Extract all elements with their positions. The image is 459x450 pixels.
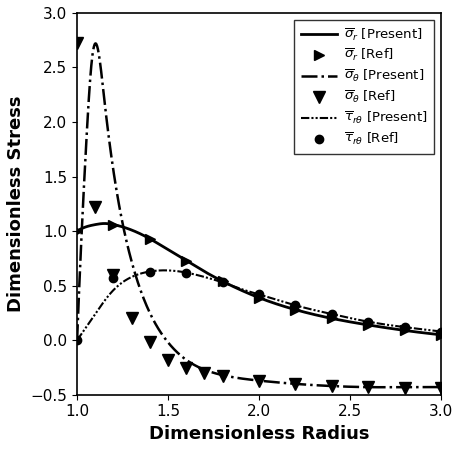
- $\overline{\sigma}_r$ [Ref]: [219, 279, 225, 284]
- $\overline{\tau}_{r\theta}$ [Present]: [111, 287, 117, 292]
- $\overline{\sigma}_r$ [Ref]: [292, 307, 297, 312]
- $\overline{\sigma}_\theta$ [Present]: [324, 383, 330, 388]
- $\overline{\tau}_{r\theta}$ [Ref]: [328, 311, 334, 317]
- $\overline{\tau}_{r\theta}$ [Present]: [221, 280, 227, 286]
- Line: $\overline{\tau}_{r\theta}$ [Present]: $\overline{\tau}_{r\theta}$ [Present]: [77, 270, 440, 340]
- $\overline{\tau}_{r\theta}$ [Present]: [324, 310, 330, 316]
- $\overline{\tau}_{r\theta}$ [Present]: [437, 329, 443, 334]
- $\overline{\sigma}_\theta$ [Ref]: [165, 357, 170, 363]
- $\overline{\tau}_{r\theta}$ [Ref]: [437, 329, 443, 334]
- $\overline{\sigma}_\theta$ [Present]: [364, 384, 369, 390]
- $\overline{\sigma}_\theta$ [Ref]: [256, 378, 261, 383]
- $\overline{\sigma}_r$ [Present]: [112, 222, 117, 228]
- $\overline{\sigma}_r$ [Ref]: [147, 236, 152, 242]
- $\overline{\sigma}_\theta$ [Ref]: [183, 365, 189, 370]
- $\overline{\tau}_{r\theta}$ [Present]: [364, 319, 369, 324]
- $\overline{\sigma}_r$ [Present]: [437, 332, 443, 338]
- $\overline{\tau}_{r\theta}$ [Ref]: [219, 280, 225, 285]
- $\overline{\sigma}_\theta$ [Ref]: [364, 384, 370, 390]
- $\overline{\sigma}_\theta$ [Present]: [358, 384, 363, 390]
- $\overline{\sigma}_r$ [Ref]: [256, 295, 261, 301]
- $\overline{\sigma}_\theta$ [Ref]: [74, 41, 80, 46]
- $\overline{\sigma}_r$ [Ref]: [328, 316, 334, 321]
- $\overline{\sigma}_\theta$ [Ref]: [401, 386, 406, 391]
- $\overline{\tau}_{r\theta}$ [Ref]: [147, 269, 152, 274]
- $\overline{\sigma}_\theta$ [Ref]: [437, 386, 443, 391]
- $\overline{\sigma}_\theta$ [Ref]: [328, 383, 334, 389]
- $\overline{\sigma}_\theta$ [Present]: [93, 41, 98, 46]
- $\overline{\sigma}_\theta$ [Ref]: [292, 381, 297, 387]
- $\overline{\sigma}_\theta$ [Present]: [112, 176, 117, 181]
- Line: $\overline{\sigma}_\theta$ [Present]: $\overline{\sigma}_\theta$ [Present]: [77, 44, 440, 387]
- $\overline{\tau}_{r\theta}$ [Ref]: [401, 324, 406, 330]
- $\overline{\sigma}_r$ [Ref]: [364, 322, 370, 328]
- $\overline{\sigma}_\theta$ [Ref]: [129, 316, 134, 321]
- $\overline{\tau}_{r\theta}$ [Ref]: [364, 319, 370, 324]
- $\overline{\sigma}_\theta$ [Ref]: [201, 370, 207, 376]
- $\overline{\sigma}_r$ [Present]: [324, 315, 330, 320]
- $\overline{\tau}_{r\theta}$ [Ref]: [74, 338, 80, 343]
- $\overline{\sigma}_\theta$ [Ref]: [92, 204, 98, 210]
- $\overline{\sigma}_\theta$ [Present]: [74, 338, 80, 343]
- $\overline{\tau}_{r\theta}$ [Present]: [74, 338, 80, 343]
- $\overline{\sigma}_r$ [Present]: [221, 279, 227, 285]
- $\overline{\sigma}_\theta$ [Present]: [437, 384, 443, 390]
- $\overline{\sigma}_\theta$ [Ref]: [147, 340, 152, 345]
- $\overline{\tau}_{r\theta}$ [Ref]: [111, 275, 116, 281]
- $\overline{\sigma}_r$ [Ref]: [183, 258, 189, 263]
- $\overline{\sigma}_r$ [Present]: [358, 321, 363, 327]
- Legend: $\overline{\sigma}_r$ [Present], $\overline{\sigma}_r$ [Ref], $\overline{\sigma}: $\overline{\sigma}_r$ [Present], $\overl…: [293, 19, 433, 154]
- $\overline{\sigma}_\theta$ [Present]: [221, 373, 227, 378]
- $\overline{\tau}_{r\theta}$ [Present]: [235, 285, 240, 291]
- Line: $\overline{\sigma}_\theta$ [Ref]: $\overline{\sigma}_\theta$ [Ref]: [72, 38, 446, 394]
- Y-axis label: Dimensionless Stress: Dimensionless Stress: [7, 95, 25, 312]
- $\overline{\sigma}_\theta$ [Present]: [235, 375, 240, 381]
- $\overline{\sigma}_r$ [Ref]: [74, 229, 80, 234]
- $\overline{\sigma}_r$ [Present]: [74, 229, 80, 234]
- Line: $\overline{\tau}_{r\theta}$ [Ref]: $\overline{\tau}_{r\theta}$ [Ref]: [73, 267, 444, 344]
- $\overline{\tau}_{r\theta}$ [Ref]: [183, 270, 189, 275]
- $\overline{\tau}_{r\theta}$ [Ref]: [256, 292, 261, 297]
- Line: $\overline{\sigma}_r$ [Ref]: $\overline{\sigma}_r$ [Ref]: [72, 220, 445, 340]
- $\overline{\sigma}_r$ [Present]: [364, 322, 369, 328]
- $\overline{\sigma}_r$ [Present]: [235, 286, 240, 291]
- $\overline{\tau}_{r\theta}$ [Present]: [358, 318, 363, 323]
- X-axis label: Dimensionless Radius: Dimensionless Radius: [148, 425, 369, 443]
- Line: $\overline{\sigma}_r$ [Present]: $\overline{\sigma}_r$ [Present]: [77, 224, 440, 335]
- $\overline{\sigma}_r$ [Ref]: [401, 328, 406, 333]
- $\overline{\tau}_{r\theta}$ [Present]: [162, 268, 167, 273]
- $\overline{\sigma}_\theta$ [Present]: [380, 385, 385, 390]
- $\overline{\sigma}_\theta$ [Ref]: [219, 374, 225, 379]
- $\overline{\sigma}_r$ [Ref]: [437, 332, 443, 338]
- $\overline{\sigma}_r$ [Ref]: [111, 222, 116, 227]
- $\overline{\sigma}_r$ [Present]: [101, 221, 107, 226]
- $\overline{\sigma}_\theta$ [Ref]: [111, 272, 116, 278]
- $\overline{\tau}_{r\theta}$ [Ref]: [292, 302, 297, 308]
